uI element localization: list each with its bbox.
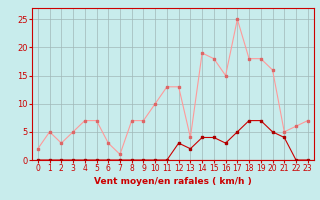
X-axis label: Vent moyen/en rafales ( km/h ): Vent moyen/en rafales ( km/h ) (94, 177, 252, 186)
